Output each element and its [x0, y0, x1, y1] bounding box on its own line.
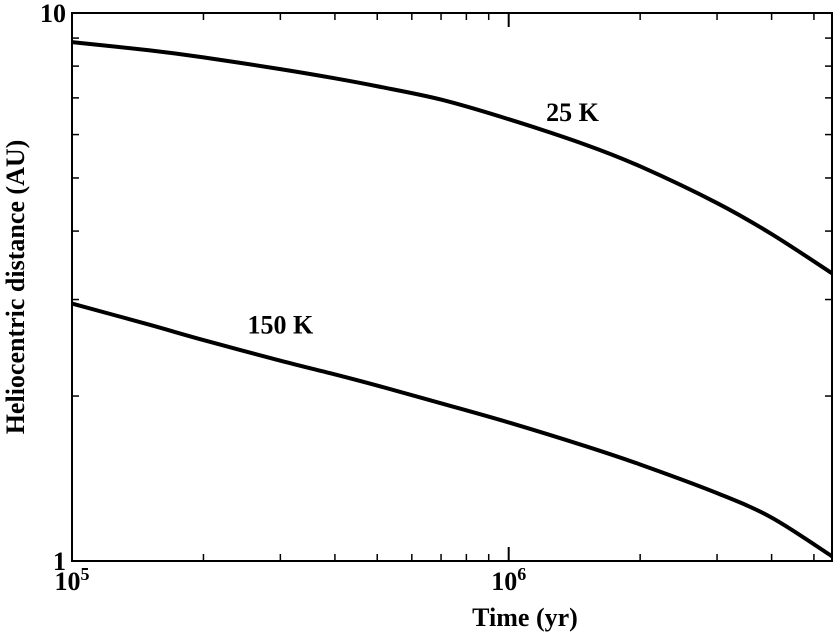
- x-tick-label: 106: [491, 564, 526, 596]
- series-line-25k: [71, 40, 834, 275]
- curve-label-150k: 150 K: [247, 311, 314, 340]
- x-axis-title: Time (yr): [472, 603, 578, 632]
- series-layer: [71, 40, 834, 558]
- x-tick-label: 105: [55, 564, 90, 596]
- series-line-150k: [71, 301, 834, 558]
- major-ticks: [71, 12, 832, 562]
- y-axis-title: Heliocentric distance (AU): [1, 140, 30, 435]
- minor-ticks: [72, 13, 832, 561]
- labels-layer: 105 106 1 10 25 K 150 K: [40, 0, 600, 596]
- curve-label-25k: 25 K: [546, 98, 600, 127]
- plot-frame: [71, 12, 833, 562]
- y-tick-label: 1: [53, 547, 66, 576]
- y-tick-label: 10: [40, 0, 66, 28]
